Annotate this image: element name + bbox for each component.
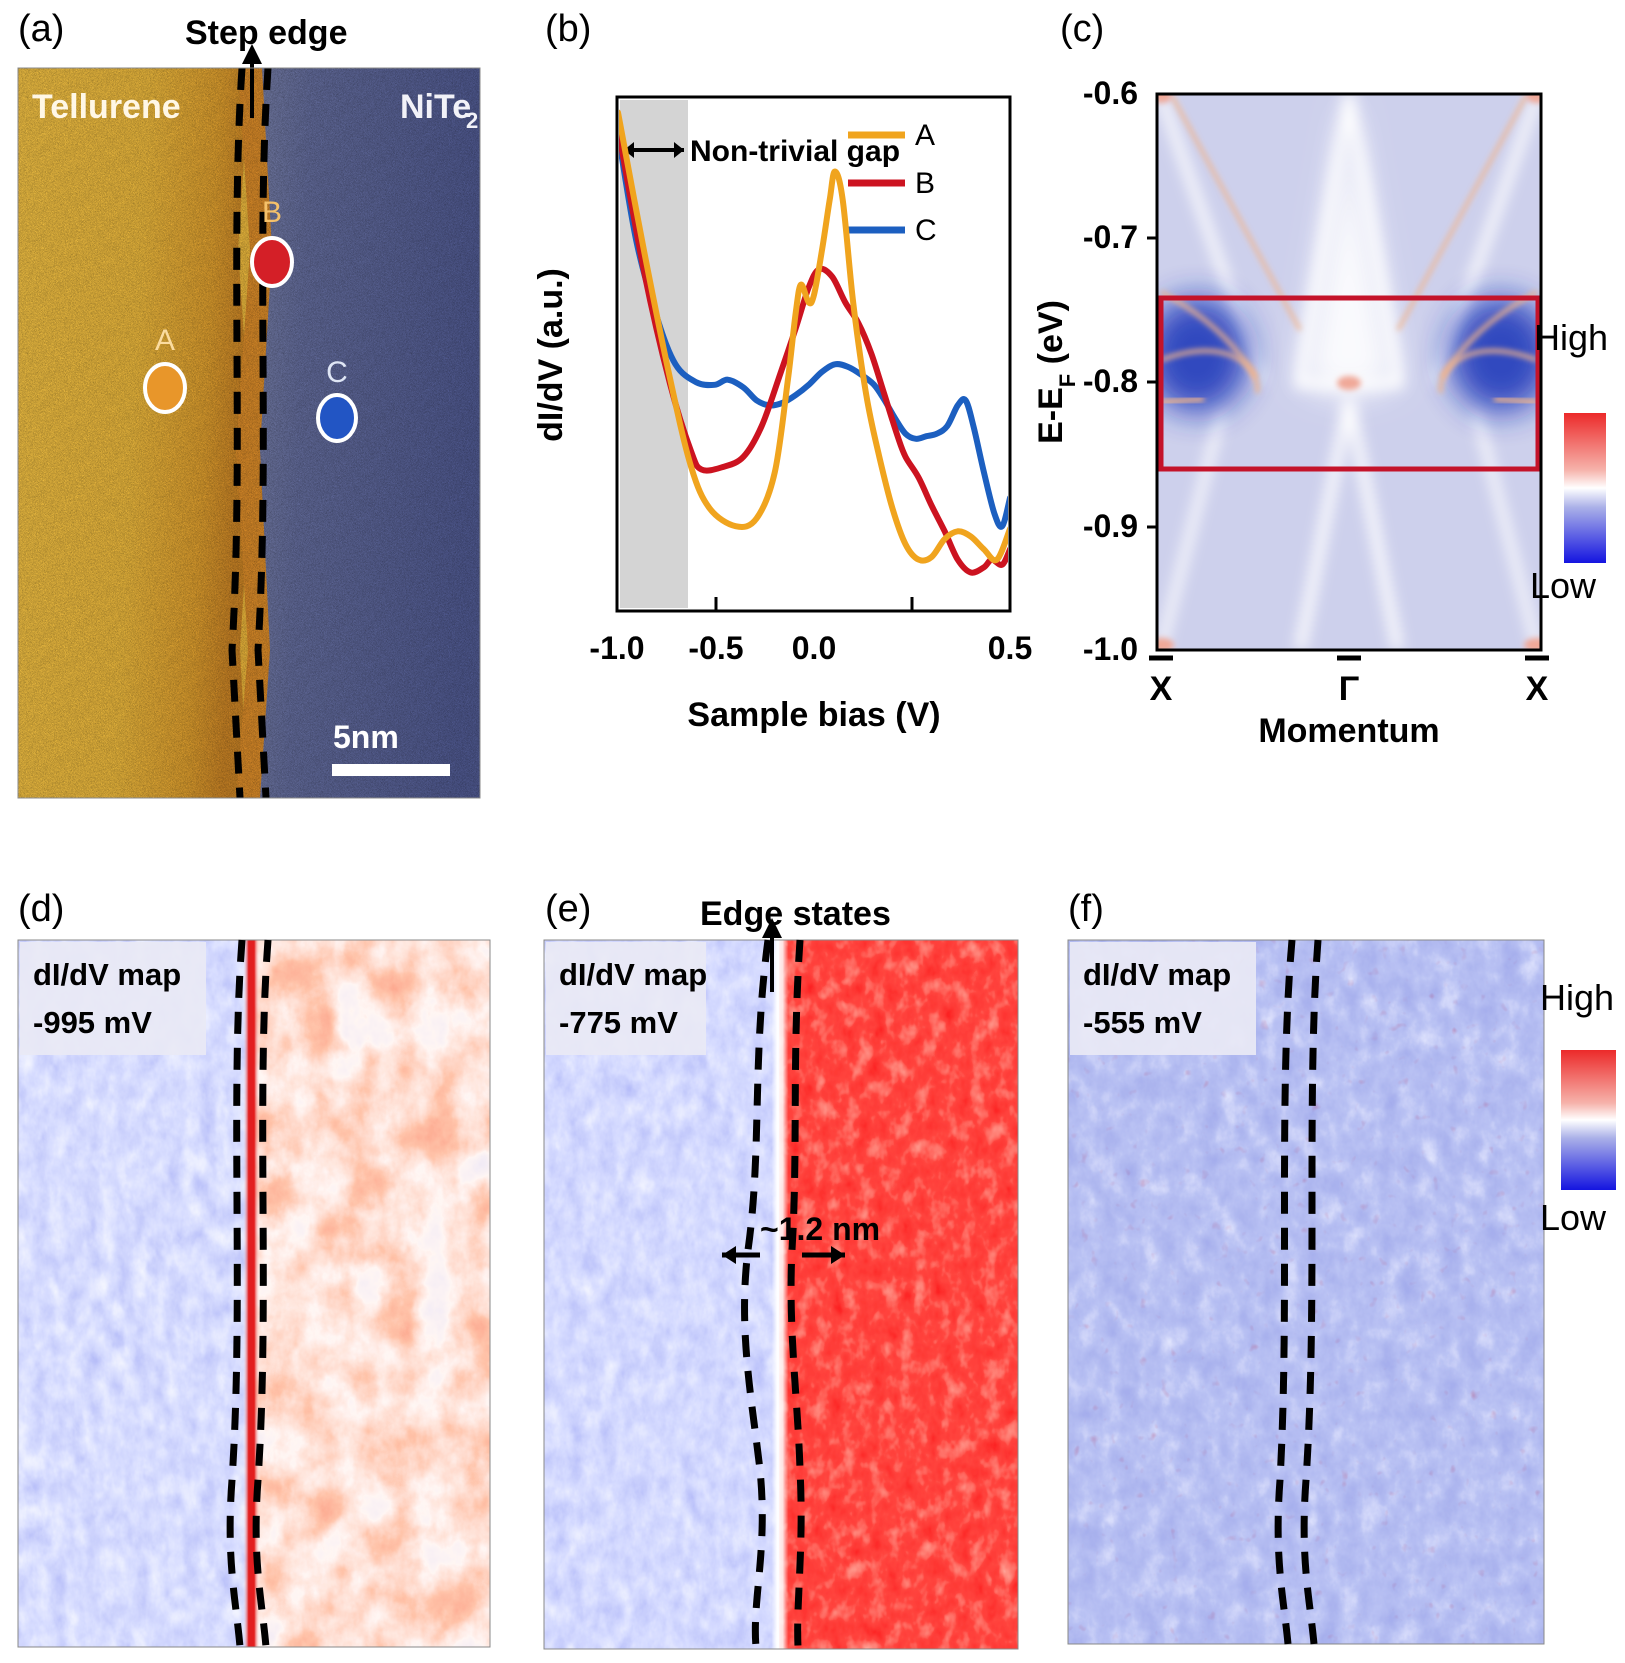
svg-text:-555 mV: -555 mV [1083, 1005, 1202, 1040]
svg-text:Low: Low [1540, 1197, 1607, 1238]
svg-text:dI/dV map: dI/dV map [1083, 957, 1231, 992]
svg-text:High: High [1540, 977, 1614, 1018]
